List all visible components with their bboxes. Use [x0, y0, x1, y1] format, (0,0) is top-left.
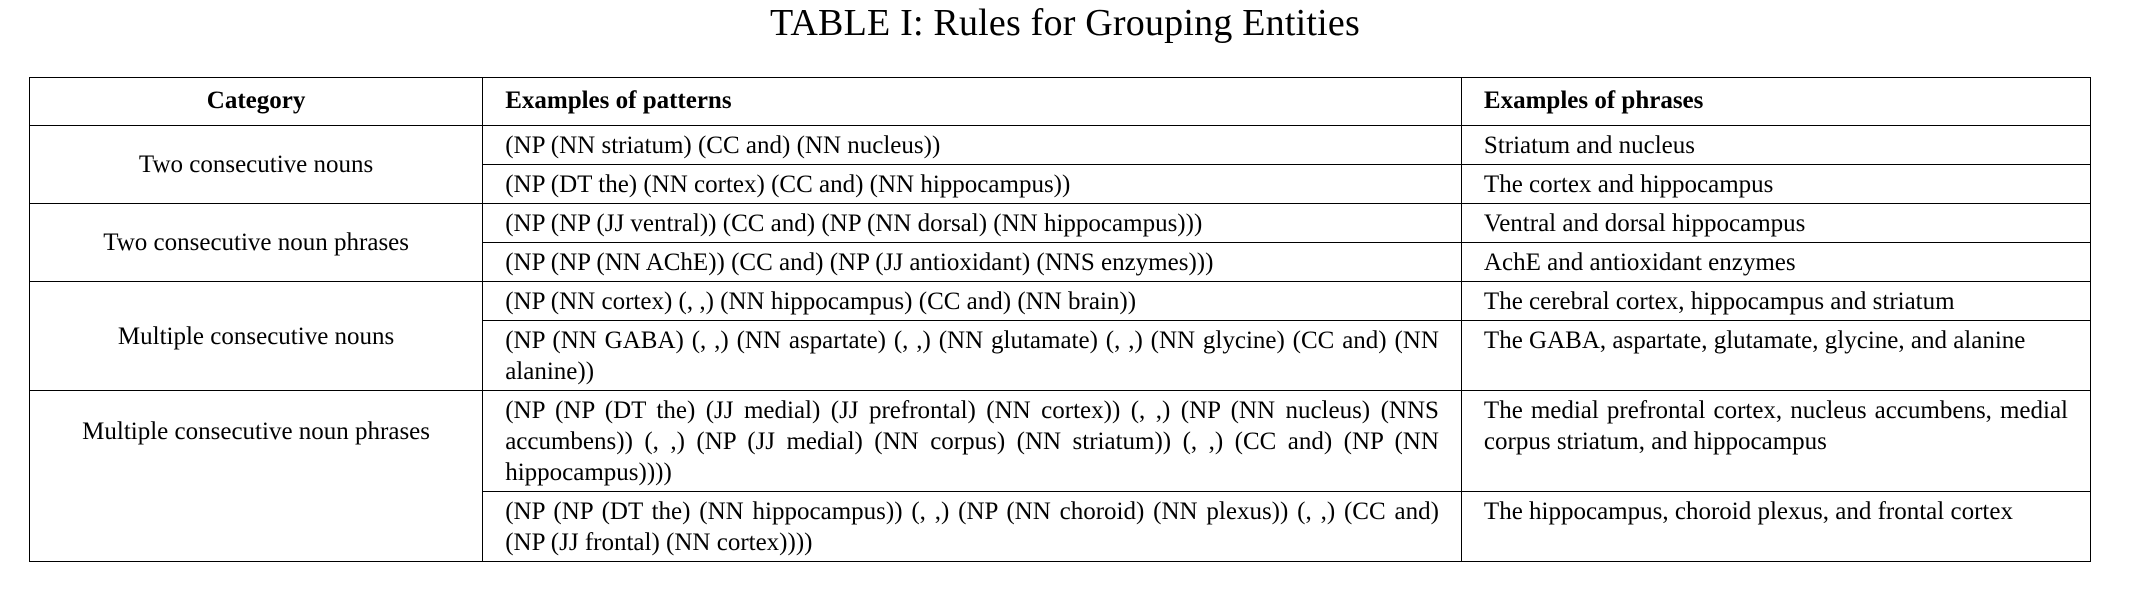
pattern-cell: (NP (NP (JJ ventral)) (CC and) (NP (NN d… — [482, 203, 1462, 243]
pattern-cell: (NP (NN striatum) (CC and) (NN nucleus)) — [482, 125, 1462, 165]
pattern-cell: (NP (NP (DT the) (NN hippocampus)) (, ,)… — [482, 491, 1462, 562]
table-row: Two consecutive noun phrases (NP (NP (JJ… — [28, 203, 2092, 282]
grouping-rules-table: Category Examples of patterns Examples o… — [28, 77, 2092, 562]
category-cell: Two consecutive nouns — [28, 125, 484, 204]
header-phrases: Examples of phrases — [1460, 77, 2092, 126]
phrase-cell: The GABA, aspartate, glutamate, glycine,… — [1460, 320, 2092, 391]
table-row: (NP (NP (DT the) (NN hippocampus)) (, ,)… — [30, 491, 2092, 562]
table-header-row: Category Examples of patterns Examples o… — [28, 77, 2092, 126]
category-cell: Two consecutive noun phrases — [28, 203, 484, 282]
phrase-cell: Striatum and nucleus — [1460, 125, 2092, 165]
table-caption: TABLE I: Rules for Grouping Entities — [770, 2, 1360, 44]
pattern-cell: (NP (DT the) (NN cortex) (CC and) (NN hi… — [482, 164, 1462, 204]
phrase-cell: The hippocampus, choroid plexus, and fro… — [1460, 491, 2092, 562]
phrase-cell: The cerebral cortex, hippocampus and str… — [1460, 281, 2092, 321]
header-patterns: Examples of patterns — [482, 77, 1462, 126]
table-row: (NP (NN GABA) (, ,) (NN aspartate) (, ,)… — [30, 320, 2092, 391]
pattern-cell: (NP (NN GABA) (, ,) (NN aspartate) (, ,)… — [482, 320, 1462, 391]
table-row: Multiple consecutive nouns (NP (NN corte… — [28, 281, 2092, 391]
phrase-cell: Ventral and dorsal hippocampus — [1460, 203, 2092, 243]
category-cell: Multiple consecutive noun phrases — [28, 390, 484, 562]
pattern-cell: (NP (NP (DT the) (JJ medial) (JJ prefron… — [482, 390, 1462, 492]
phrase-cell: AchE and antioxidant enzymes — [1460, 242, 2092, 282]
phrase-cell: The medial prefrontal cortex, nucleus ac… — [1460, 390, 2092, 492]
pattern-cell: (NP (NN cortex) (, ,) (NN hippocampus) (… — [482, 281, 1462, 321]
category-cell: Multiple consecutive nouns — [28, 281, 484, 391]
table-row: Multiple consecutive noun phrases (NP (N… — [28, 390, 2092, 562]
pattern-cell: (NP (NP (NN AChE)) (CC and) (NP (JJ anti… — [482, 242, 1462, 282]
table-row: Two consecutive nouns (NP (NN striatum) … — [28, 125, 2092, 204]
phrase-cell: The cortex and hippocampus — [1460, 164, 2092, 204]
table-row: (NP (DT the) (NN cortex) (CC and) (NN hi… — [30, 164, 2092, 204]
header-category: Category — [28, 77, 484, 126]
